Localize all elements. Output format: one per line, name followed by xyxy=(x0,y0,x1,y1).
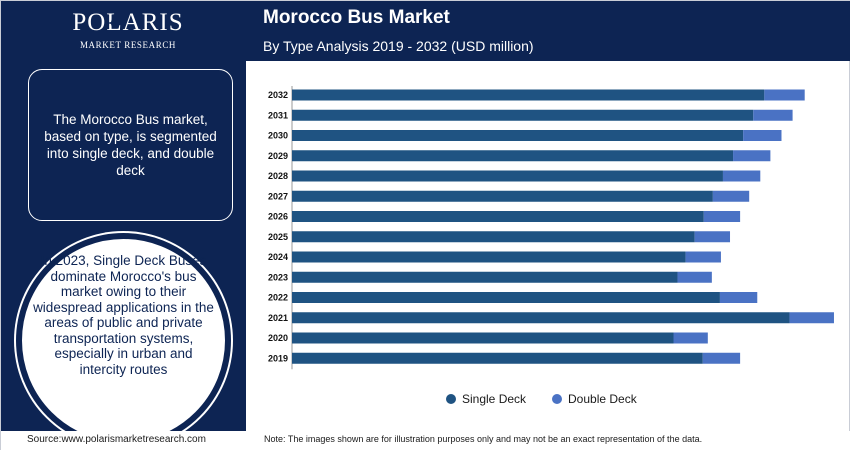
bar-double-deck xyxy=(764,89,805,101)
legend-swatch xyxy=(552,394,562,404)
legend-item-double-deck: Double Deck xyxy=(552,391,637,407)
bar-single-deck xyxy=(292,170,723,182)
polaris-logo: POLARIS MARKET RESEARCH xyxy=(63,9,193,53)
chart-subtitle: By Type Analysis 2019 - 2032 (USD millio… xyxy=(263,38,534,54)
bar-single-deck xyxy=(292,332,674,344)
y-tick-label: 2019 xyxy=(268,353,288,363)
bar-single-deck xyxy=(292,271,678,283)
y-tick-label: 2029 xyxy=(268,151,288,161)
disclaimer-note: Note: The images shown are for illustrat… xyxy=(264,434,703,444)
bar-double-deck xyxy=(743,130,782,141)
bar-double-deck xyxy=(677,271,712,283)
segment-info-text: The Morocco Bus market, based on type, i… xyxy=(44,112,217,178)
bar-double-deck xyxy=(789,312,834,324)
y-tick-label: 2023 xyxy=(268,272,288,282)
chart-area: 2032 2031 2030 2029 2028 2027 2026 2025 2024 2023… xyxy=(246,61,850,431)
y-tick-label: 2028 xyxy=(268,171,288,181)
bar-single-deck xyxy=(292,150,734,162)
bar-double-deck xyxy=(733,150,771,162)
bar-double-deck xyxy=(694,231,731,243)
bar-single-deck xyxy=(292,190,713,202)
y-tick-label: 2022 xyxy=(268,293,288,303)
y-tick-label: 2030 xyxy=(268,131,288,141)
bar-double-deck xyxy=(685,251,721,263)
y-tick-label: 2032 xyxy=(268,90,288,100)
y-tick-label: 2027 xyxy=(268,191,288,201)
y-tick-label: 2020 xyxy=(268,333,288,343)
y-tick-label: 2031 xyxy=(268,110,288,120)
bar-single-deck xyxy=(292,251,686,263)
legend-label: Double Deck xyxy=(568,392,637,406)
bar-single-deck xyxy=(292,211,704,222)
star-icon xyxy=(107,18,117,28)
bar-single-deck xyxy=(292,292,720,303)
y-tick-label: 2025 xyxy=(268,232,288,242)
bar-double-deck xyxy=(722,170,761,182)
bar-double-deck xyxy=(753,109,793,121)
segment-info-box: The Morocco Bus market, based on type, i… xyxy=(28,69,233,221)
left-panel: The Morocco Bus market, based on type, i… xyxy=(1,61,246,431)
bar-double-deck xyxy=(702,352,741,364)
bar-double-deck xyxy=(712,190,750,202)
logo-tagline: MARKET RESEARCH xyxy=(79,40,177,50)
source-text: Source:www.polarismarketresearch.com xyxy=(27,434,206,445)
bar-double-deck xyxy=(703,211,741,222)
highlight-circle: In 2023, Single Deck Buses dominate Moro… xyxy=(16,233,231,431)
bar-chart: 2032 2031 2030 2029 2028 2027 2026 2025 2024 2023… xyxy=(268,86,834,370)
legend-item-single-deck: Single Deck xyxy=(446,391,526,407)
footer: Source:www.polarismarketresearch.com Not… xyxy=(1,431,850,450)
y-tick-label: 2026 xyxy=(268,212,288,222)
bar-single-deck xyxy=(292,130,744,141)
bar-single-deck xyxy=(292,231,695,243)
bar-single-deck xyxy=(292,312,790,324)
highlight-text: In 2023, Single Deck Buses dominate Moro… xyxy=(33,253,214,377)
bar-single-deck xyxy=(292,352,703,364)
header-band: POLARIS MARKET RESEARCH Morocco Bus Mark… xyxy=(1,1,850,61)
bar-single-deck xyxy=(292,89,765,101)
logo-name: POLARIS xyxy=(72,9,184,36)
legend-label: Single Deck xyxy=(462,392,527,406)
chart-legend: Single Deck Double Deck xyxy=(446,391,686,407)
bar-single-deck xyxy=(292,109,754,121)
bar-double-deck xyxy=(719,292,758,303)
bar-double-deck xyxy=(673,332,708,344)
y-tick-label: 2024 xyxy=(268,252,288,262)
chart-title: Morocco Bus Market xyxy=(263,7,450,28)
legend-swatch xyxy=(446,394,456,404)
y-tick-label: 2021 xyxy=(268,313,288,323)
